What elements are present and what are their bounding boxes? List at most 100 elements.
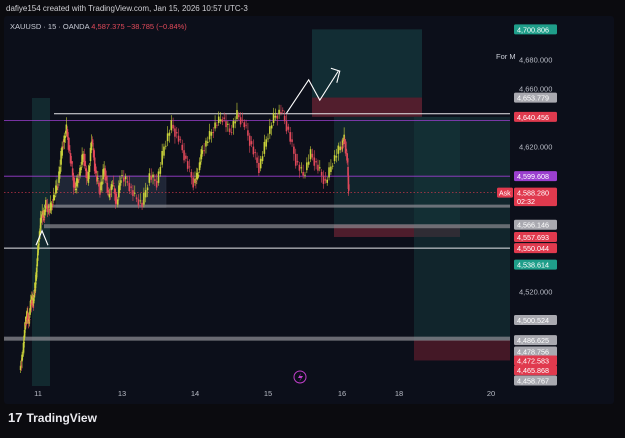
candle-body — [47, 206, 50, 208]
price-badge — [514, 92, 557, 103]
candle-body — [259, 158, 262, 169]
candle-body — [128, 182, 131, 192]
candle-body — [294, 153, 297, 166]
candle-body — [27, 315, 30, 317]
candle-body — [86, 175, 89, 179]
candle-body — [57, 186, 59, 188]
chart-panel[interactable]: 11 13 14 15 16 18 20 4,680.000 4,660.000 4,620.00… — [4, 16, 614, 404]
chart-canvas[interactable]: 11 13 14 15 16 18 20 4,680.000 4,660.000 4,620.00… — [4, 16, 614, 404]
candle-body — [258, 162, 260, 173]
candle-body — [29, 308, 32, 311]
candle-body — [36, 257, 39, 261]
drawing-zone-left — [32, 98, 50, 386]
candle-body — [250, 141, 253, 145]
tradingview-logo-icon: 17 — [8, 410, 23, 425]
candle-body — [201, 150, 204, 154]
price-badge — [514, 24, 557, 35]
candle-body — [214, 122, 216, 129]
candle-body — [50, 203, 53, 208]
price-badge — [514, 335, 557, 346]
price-badge-label: 4,478.756 — [517, 348, 549, 357]
price-badge-label: 4,566.146 — [517, 221, 549, 230]
candle-body — [44, 209, 46, 216]
candle-body — [63, 135, 66, 143]
candle-body — [41, 213, 44, 218]
candle-body — [23, 342, 25, 348]
candle-body — [221, 119, 224, 123]
candle-body — [80, 167, 82, 171]
candle-body — [341, 140, 344, 145]
candle-body — [21, 354, 24, 357]
candle-body — [45, 204, 48, 207]
candle-body — [254, 152, 257, 153]
candle-body — [192, 177, 194, 188]
candle-body — [326, 179, 328, 183]
candle-body — [94, 166, 97, 174]
brand-name: TradingView — [26, 410, 97, 425]
candle-body — [322, 175, 325, 184]
candle-body — [319, 167, 321, 169]
candle-body — [298, 164, 301, 171]
symbol-last-price: 4,587.375 — [91, 22, 125, 31]
candle-body — [212, 132, 215, 134]
candle-body — [252, 146, 255, 155]
candle-body — [306, 162, 308, 171]
candle-body — [161, 151, 163, 165]
candle-body — [24, 331, 26, 333]
price-badge-label: 4,465.868 — [517, 366, 549, 375]
candle-body — [124, 176, 127, 180]
candle-body — [261, 156, 264, 162]
candle-body — [276, 115, 279, 119]
candle-body — [35, 283, 37, 285]
candle-body — [52, 195, 55, 201]
candle-body — [304, 174, 306, 176]
price-badge — [514, 231, 557, 242]
price-badge-label: 4,472.583 — [517, 356, 549, 365]
price-badge-label: 4,640.456 — [517, 113, 549, 122]
price-badge — [514, 375, 557, 386]
candle-body — [119, 182, 121, 191]
candle-body — [93, 157, 96, 172]
candle-body — [199, 161, 202, 165]
candle-body — [22, 342, 25, 353]
candle-body — [219, 119, 222, 122]
tradingview-brand: 17 TradingView — [8, 410, 97, 425]
candle-body — [48, 208, 51, 213]
candle-body — [307, 161, 310, 165]
candle-body — [228, 128, 231, 133]
candle-body — [58, 171, 60, 183]
candle-body — [300, 167, 303, 169]
candle-body — [256, 157, 258, 163]
candle-body — [99, 186, 101, 195]
candle-body — [315, 161, 317, 163]
candle-body — [241, 119, 244, 121]
candle-body — [194, 178, 196, 183]
candle-body — [37, 244, 40, 250]
candle-body — [196, 172, 198, 180]
candle-body — [342, 142, 345, 144]
candle-body — [154, 179, 156, 182]
candle-body — [181, 144, 184, 151]
price-badge — [514, 111, 557, 122]
candle-body — [25, 323, 27, 326]
candle-body — [44, 210, 47, 212]
candle-body — [55, 185, 57, 194]
candle-body — [29, 308, 31, 315]
price-badge — [514, 187, 557, 198]
candle-body — [157, 171, 160, 183]
candle-body — [89, 147, 92, 162]
candle-body — [77, 179, 79, 183]
candle-body — [25, 316, 28, 321]
candle-body — [155, 181, 158, 188]
y-tick-label: 4,520.000 — [519, 288, 552, 297]
price-badge — [514, 259, 557, 270]
candle-body — [98, 182, 100, 187]
candle-body — [148, 173, 151, 183]
candle-body — [65, 124, 68, 134]
candle-body — [230, 132, 233, 133]
symbol-legend[interactable]: XAUUSD · 15 · OANDA 4,587.375 −38.785 (−… — [10, 22, 187, 31]
candle-body — [56, 186, 58, 191]
candle-body — [137, 199, 140, 206]
candle-body — [168, 132, 171, 136]
candle-body — [331, 165, 334, 167]
